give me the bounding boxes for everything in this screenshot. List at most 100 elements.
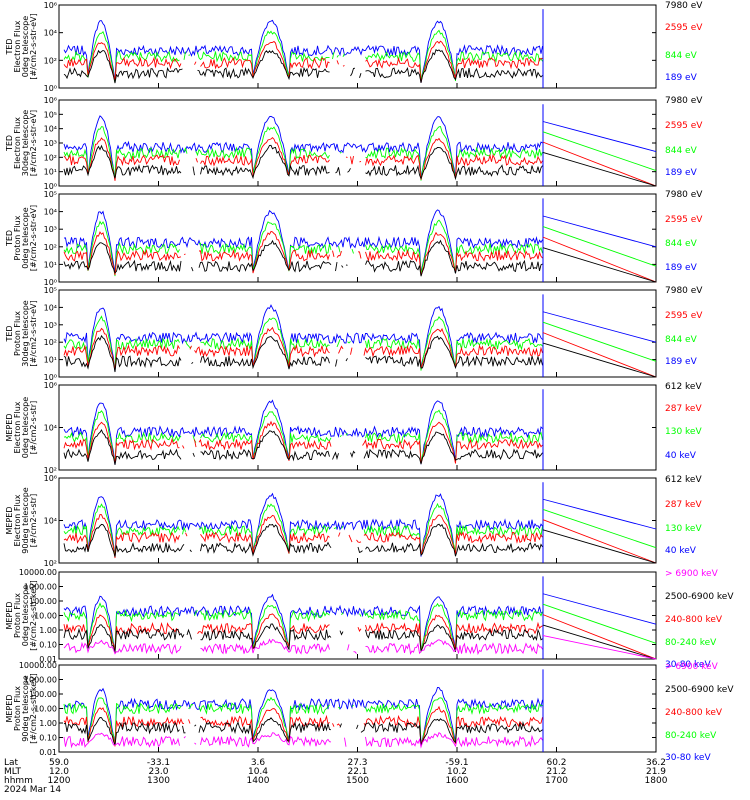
- y-tick-label: 10⁴: [44, 303, 57, 312]
- y-tick-label: 10⁰: [44, 373, 57, 382]
- legend-entry: > 6900 keV: [665, 569, 719, 579]
- y-tick-label: 10⁴: [44, 29, 57, 38]
- series-trace: [63, 717, 543, 747]
- y-tick-label: 10³: [44, 321, 57, 330]
- legend-entry: 2500-6900 keV: [665, 592, 734, 602]
- tail-line: [542, 215, 657, 248]
- mlt-value: 21.9: [646, 767, 666, 777]
- y-tick-label: 10⁰: [44, 84, 57, 93]
- legend-entry: 844 eV: [665, 51, 698, 61]
- legend-entry: 240-800 keV: [665, 708, 723, 718]
- series-trace: [63, 29, 543, 83]
- series-trace: [63, 429, 543, 465]
- legend-entry: 2595 eV: [665, 121, 703, 131]
- y-axis-label-line: [#/cm2-s-str]: [29, 401, 38, 454]
- panel-1: 10⁰ 10² 10⁴ 10⁶ TED Electron Flux 0deg telesco…: [5, 1, 703, 93]
- tail-line: [542, 152, 657, 187]
- tail-line: [542, 529, 657, 564]
- hhmm-value: 1300: [147, 776, 170, 786]
- y-tick-label: 10²: [44, 153, 57, 162]
- lat-value: 60.2: [546, 758, 566, 768]
- legend-entry: 287 keV: [665, 500, 702, 510]
- bottom-row-label: Lat: [4, 758, 19, 768]
- y-tick-label: 10⁴: [44, 424, 57, 433]
- y-tick-label: 0.01: [39, 748, 57, 757]
- tail-line: [542, 603, 657, 644]
- tail-line: [542, 321, 657, 362]
- legend-entry: 7980 eV: [665, 96, 703, 106]
- legend-entry: 844 eV: [665, 146, 698, 156]
- bottom-row-label: MLT: [4, 767, 22, 777]
- legend-entry: 240-800 keV: [665, 615, 723, 625]
- panel-4: 10⁰ 10¹ 10² 10³ 10⁴ 10⁵ TED Proton Flux 30deg te…: [5, 286, 703, 382]
- y-axis-label-line: 0deg telescope: [21, 207, 30, 268]
- mlt-value: 10.4: [248, 767, 268, 777]
- panel-frame: [58, 477, 657, 564]
- tail-line: [542, 311, 657, 343]
- legend-entry: 189 eV: [665, 168, 698, 178]
- hhmm-value: 1800: [645, 776, 668, 786]
- y-tick-label: 10⁵: [44, 190, 57, 199]
- lat-value: 3.6: [251, 758, 266, 768]
- y-tick-label: 1.00: [39, 626, 57, 635]
- y-axis-label-line: TED: [5, 135, 14, 152]
- y-axis-label-line: Proton Flux: [13, 215, 22, 260]
- y-tick-label: 100.00: [29, 690, 57, 699]
- hhmm-value: 1700: [545, 776, 568, 786]
- y-tick-label: 10.00: [34, 612, 57, 621]
- legend-entry: 612 keV: [665, 382, 702, 392]
- y-axis-label-line: [#/cm2-s-str-eV]: [29, 13, 38, 79]
- y-tick-label: 10⁵: [44, 110, 57, 119]
- series-trace: [63, 115, 543, 179]
- y-axis-label: TED Proton Flux 30deg telescope [#/cm2-s-st…: [5, 300, 38, 367]
- y-axis-label-line: 90deg telescope: [21, 675, 30, 742]
- series-trace: [63, 219, 543, 277]
- panel-6: 10² 10⁴ 10⁶ MEPED Electron Flux 90deg telesco…: [5, 474, 702, 568]
- hhmm-value: 1200: [48, 776, 71, 786]
- y-tick-label: 10²: [44, 338, 57, 347]
- series-trace: [63, 593, 543, 653]
- tail-line: [542, 236, 657, 283]
- legend-entry: 189 eV: [665, 263, 698, 273]
- y-tick-label: 10⁶: [44, 381, 57, 390]
- y-axis-label: MEPED Electron Flux 0deg telescope [#/cm2-s…: [5, 397, 38, 458]
- tail-line: [542, 141, 657, 187]
- legend-entry: 2595 eV: [665, 23, 703, 33]
- tail-line: [542, 509, 657, 549]
- y-axis-label-line: [#/cm2-s-str-keV]: [29, 673, 38, 744]
- legend-entry: 612 keV: [665, 475, 702, 485]
- legend-entry: 7980 eV: [665, 286, 703, 296]
- tail-line: [542, 342, 657, 378]
- y-axis-label-line: 30deg telescope: [21, 110, 30, 177]
- lat-value: 36.2: [646, 758, 666, 768]
- y-tick-label: 10¹: [44, 356, 57, 365]
- legend-entry: 2595 eV: [665, 215, 703, 225]
- y-axis-label-line: 90deg telescope: [21, 487, 30, 554]
- panel-3: 10⁰ 10¹ 10² 10³ 10⁴ 10⁵ TED Proton Flux 0deg tel…: [5, 190, 703, 287]
- y-axis-label-line: Electron Flux: [13, 401, 22, 453]
- y-axis-label-line: MEPED: [5, 414, 14, 442]
- y-tick-label: 10²: [44, 56, 57, 65]
- tail-line: [542, 121, 657, 153]
- y-axis-label-line: Electron Flux: [13, 117, 22, 169]
- legend-entry: 7980 eV: [665, 190, 703, 200]
- y-tick-label: 10¹: [44, 168, 57, 177]
- y-axis-label-line: 0deg telescope: [21, 397, 30, 458]
- legend-entry: 7980 eV: [665, 1, 703, 11]
- legend-entry: 40 keV: [665, 451, 697, 461]
- y-axis-label: TED Electron Flux 0deg telescope [#/cm2-s-s…: [5, 13, 38, 79]
- series-trace: [63, 315, 543, 372]
- y-tick-label: 10⁶: [44, 474, 57, 483]
- series-trace: [63, 304, 543, 372]
- legend-entry: 30-80 keV: [665, 753, 711, 763]
- y-axis-label: MEPED Electron Flux 90deg telescope [#/cm2-…: [5, 487, 38, 554]
- series-trace: [63, 492, 543, 557]
- series-trace: [63, 502, 543, 557]
- y-axis-label-line: [#/cm2-s-str]: [29, 494, 38, 547]
- series-trace: [63, 613, 543, 652]
- series-trace: [63, 209, 543, 274]
- tail-line: [542, 131, 657, 171]
- legend-entry: 40 keV: [665, 546, 697, 556]
- legend-entry: > 6900 keV: [665, 662, 719, 672]
- legend-entry: 130 keV: [665, 524, 702, 534]
